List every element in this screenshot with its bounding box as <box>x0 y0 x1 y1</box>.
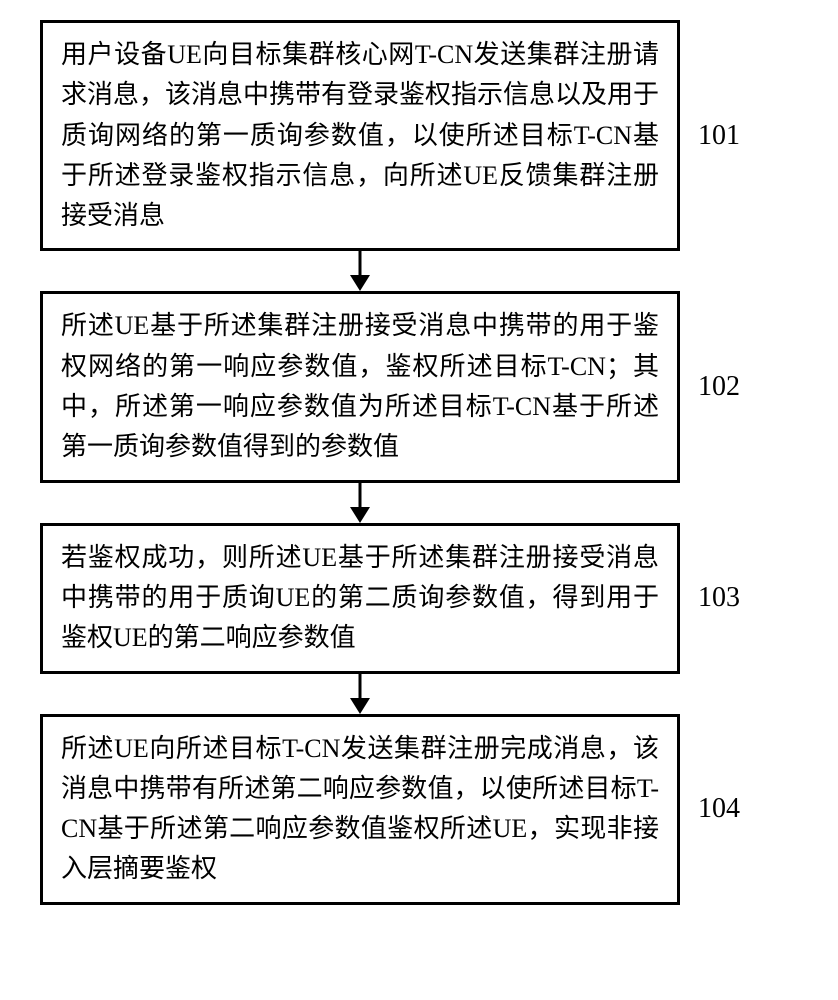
flowchart-arrow <box>40 251 680 291</box>
step-box-101: 用户设备UE向目标集群核心网T-CN发送集群注册请求消息，该消息中携带有登录鉴权… <box>40 20 680 251</box>
step-box-104: 所述UE向所述目标T-CN发送集群注册完成消息，该消息中携带有所述第二响应参数值… <box>40 714 680 905</box>
step-label: 101 <box>698 120 740 152</box>
arrow-head-icon <box>350 275 370 291</box>
flowchart-arrow <box>40 483 680 523</box>
step-box-102: 所述UE基于所述集群注册接受消息中携带的用于鉴权网络的第一响应参数值，鉴权所述目… <box>40 291 680 482</box>
step-text: 用户设备UE向目标集群核心网T-CN发送集群注册请求消息，该消息中携带有登录鉴权… <box>61 35 659 236</box>
step-label: 104 <box>698 793 740 825</box>
step-text: 所述UE基于所述集群注册接受消息中携带的用于鉴权网络的第一响应参数值，鉴权所述目… <box>61 306 659 467</box>
step-label: 102 <box>698 371 740 403</box>
flowchart-step: 所述UE向所述目标T-CN发送集群注册完成消息，该消息中携带有所述第二响应参数值… <box>40 714 800 905</box>
flowchart-container: 用户设备UE向目标集群核心网T-CN发送集群注册请求消息，该消息中携带有登录鉴权… <box>40 20 800 905</box>
arrow-head-icon <box>350 698 370 714</box>
step-box-103: 若鉴权成功，则所述UE基于所述集群注册接受消息中携带的用于质询UE的第二质询参数… <box>40 523 680 674</box>
flowchart-step: 所述UE基于所述集群注册接受消息中携带的用于鉴权网络的第一响应参数值，鉴权所述目… <box>40 291 800 482</box>
step-label: 103 <box>698 582 740 614</box>
flowchart-step: 若鉴权成功，则所述UE基于所述集群注册接受消息中携带的用于质询UE的第二质询参数… <box>40 523 800 674</box>
arrow-head-icon <box>350 507 370 523</box>
step-text: 所述UE向所述目标T-CN发送集群注册完成消息，该消息中携带有所述第二响应参数值… <box>61 729 659 890</box>
flowchart-arrow <box>40 674 680 714</box>
flowchart-step: 用户设备UE向目标集群核心网T-CN发送集群注册请求消息，该消息中携带有登录鉴权… <box>40 20 800 251</box>
step-text: 若鉴权成功，则所述UE基于所述集群注册接受消息中携带的用于质询UE的第二质询参数… <box>61 538 659 659</box>
